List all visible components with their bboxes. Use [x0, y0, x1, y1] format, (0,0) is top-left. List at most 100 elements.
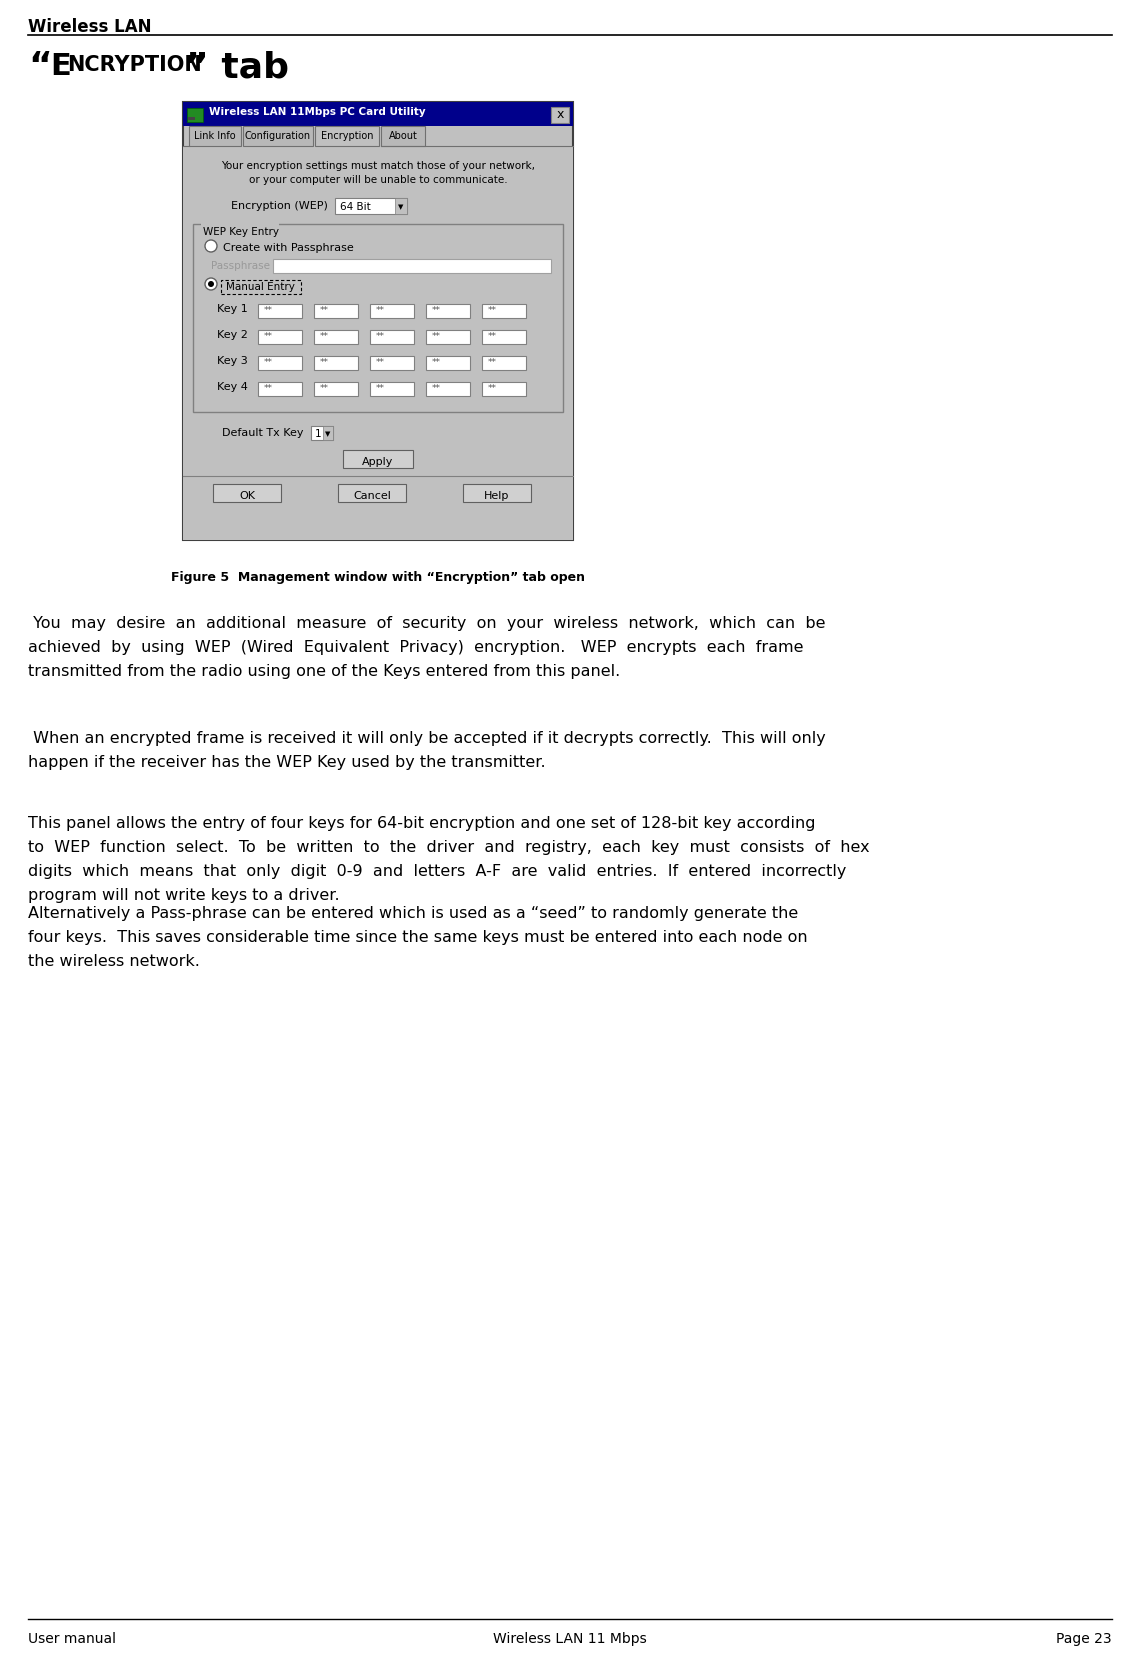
Bar: [343, 450, 413, 468]
Text: “: “: [28, 50, 51, 84]
Text: **: **: [320, 357, 329, 367]
Text: Page 23: Page 23: [1057, 1632, 1112, 1645]
Bar: [213, 485, 280, 503]
Bar: [184, 103, 573, 541]
Text: Configuration: Configuration: [245, 131, 311, 141]
Text: ▼: ▼: [398, 204, 404, 210]
Text: E: E: [50, 51, 71, 81]
Bar: [426, 331, 470, 344]
Text: Cancel: Cancel: [353, 490, 391, 501]
Text: **: **: [264, 357, 272, 367]
Bar: [315, 127, 378, 147]
Text: or your computer will be unable to communicate.: or your computer will be unable to commu…: [249, 175, 507, 185]
Circle shape: [207, 281, 214, 288]
Text: ” tab: ” tab: [185, 50, 290, 84]
Text: Link Info: Link Info: [194, 131, 236, 141]
Text: OK: OK: [239, 490, 255, 501]
Text: Key 3: Key 3: [218, 356, 249, 366]
Text: Wireless LAN 11 Mbps: Wireless LAN 11 Mbps: [494, 1632, 646, 1645]
Bar: [314, 331, 358, 344]
Text: Manual Entry: Manual Entry: [226, 281, 295, 291]
Bar: [482, 357, 526, 371]
Text: **: **: [488, 306, 497, 314]
Text: Key 1: Key 1: [218, 305, 249, 314]
Bar: [311, 427, 333, 440]
Bar: [370, 357, 414, 371]
Bar: [258, 382, 302, 397]
Text: x: x: [556, 108, 563, 121]
Text: Key 4: Key 4: [217, 382, 249, 392]
Text: **: **: [264, 384, 272, 392]
Text: **: **: [432, 306, 441, 314]
Bar: [394, 199, 407, 215]
Bar: [188, 118, 195, 121]
Text: Encryption: Encryption: [320, 131, 373, 141]
Text: Key 2: Key 2: [217, 329, 249, 339]
Bar: [370, 382, 414, 397]
Bar: [482, 382, 526, 397]
Text: About: About: [389, 131, 417, 141]
Text: **: **: [488, 384, 497, 392]
Bar: [187, 109, 203, 122]
Bar: [551, 108, 569, 124]
Bar: [258, 331, 302, 344]
Text: Encryption (WEP): Encryption (WEP): [231, 200, 328, 210]
Text: Wireless LAN: Wireless LAN: [28, 18, 152, 36]
Bar: [258, 357, 302, 371]
Text: **: **: [264, 306, 272, 314]
Bar: [314, 305, 358, 319]
Text: Create with Passphrase: Create with Passphrase: [223, 243, 353, 253]
Bar: [184, 103, 573, 127]
Text: NCRYPTION: NCRYPTION: [67, 55, 202, 74]
Bar: [482, 331, 526, 344]
Bar: [335, 199, 407, 215]
Bar: [314, 382, 358, 397]
Bar: [193, 225, 563, 412]
Bar: [426, 357, 470, 371]
Bar: [184, 147, 573, 541]
Text: **: **: [432, 357, 441, 367]
Bar: [243, 127, 314, 147]
Bar: [370, 305, 414, 319]
Text: **: **: [432, 331, 441, 341]
Text: **: **: [264, 331, 272, 341]
Bar: [482, 305, 526, 319]
Text: 64 Bit: 64 Bit: [340, 202, 370, 212]
Text: **: **: [320, 306, 329, 314]
Text: You  may  desire  an  additional  measure  of  security  on  your  wireless  net: You may desire an additional measure of …: [28, 616, 825, 679]
Text: **: **: [320, 331, 329, 341]
Text: **: **: [320, 384, 329, 392]
Bar: [258, 305, 302, 319]
Text: Wireless LAN 11Mbps PC Card Utility: Wireless LAN 11Mbps PC Card Utility: [209, 108, 425, 118]
Text: 1: 1: [315, 429, 321, 439]
Bar: [314, 357, 358, 371]
Text: **: **: [488, 357, 497, 367]
Circle shape: [205, 242, 217, 253]
Bar: [381, 127, 425, 147]
Text: When an encrypted frame is received it will only be accepted if it decrypts corr: When an encrypted frame is received it w…: [28, 730, 825, 770]
Bar: [337, 485, 406, 503]
Text: This panel allows the entry of four keys for 64-bit encryption and one set of 12: This panel allows the entry of four keys…: [28, 816, 870, 902]
Text: **: **: [376, 306, 385, 314]
Text: WEP Key Entry: WEP Key Entry: [203, 227, 279, 237]
Circle shape: [205, 278, 217, 291]
Bar: [201, 220, 279, 230]
Text: **: **: [488, 331, 497, 341]
Bar: [221, 281, 301, 295]
Text: User manual: User manual: [28, 1632, 116, 1645]
Text: **: **: [376, 384, 385, 392]
Text: Passphrase: Passphrase: [211, 261, 270, 271]
Text: **: **: [376, 357, 385, 367]
Text: Alternatively a Pass-phrase can be entered which is used as a “seed” to randomly: Alternatively a Pass-phrase can be enter…: [28, 905, 807, 968]
Bar: [370, 331, 414, 344]
Text: Figure 5  Management window with “Encryption” tab open: Figure 5 Management window with “Encrypt…: [171, 571, 585, 584]
Text: Apply: Apply: [363, 457, 393, 467]
Text: Help: Help: [484, 490, 510, 501]
Bar: [426, 305, 470, 319]
Bar: [463, 485, 531, 503]
Bar: [189, 127, 241, 147]
Text: ▼: ▼: [325, 430, 331, 437]
Text: Default Tx Key: Default Tx Key: [221, 427, 303, 437]
Bar: [272, 260, 551, 273]
Text: **: **: [376, 331, 385, 341]
